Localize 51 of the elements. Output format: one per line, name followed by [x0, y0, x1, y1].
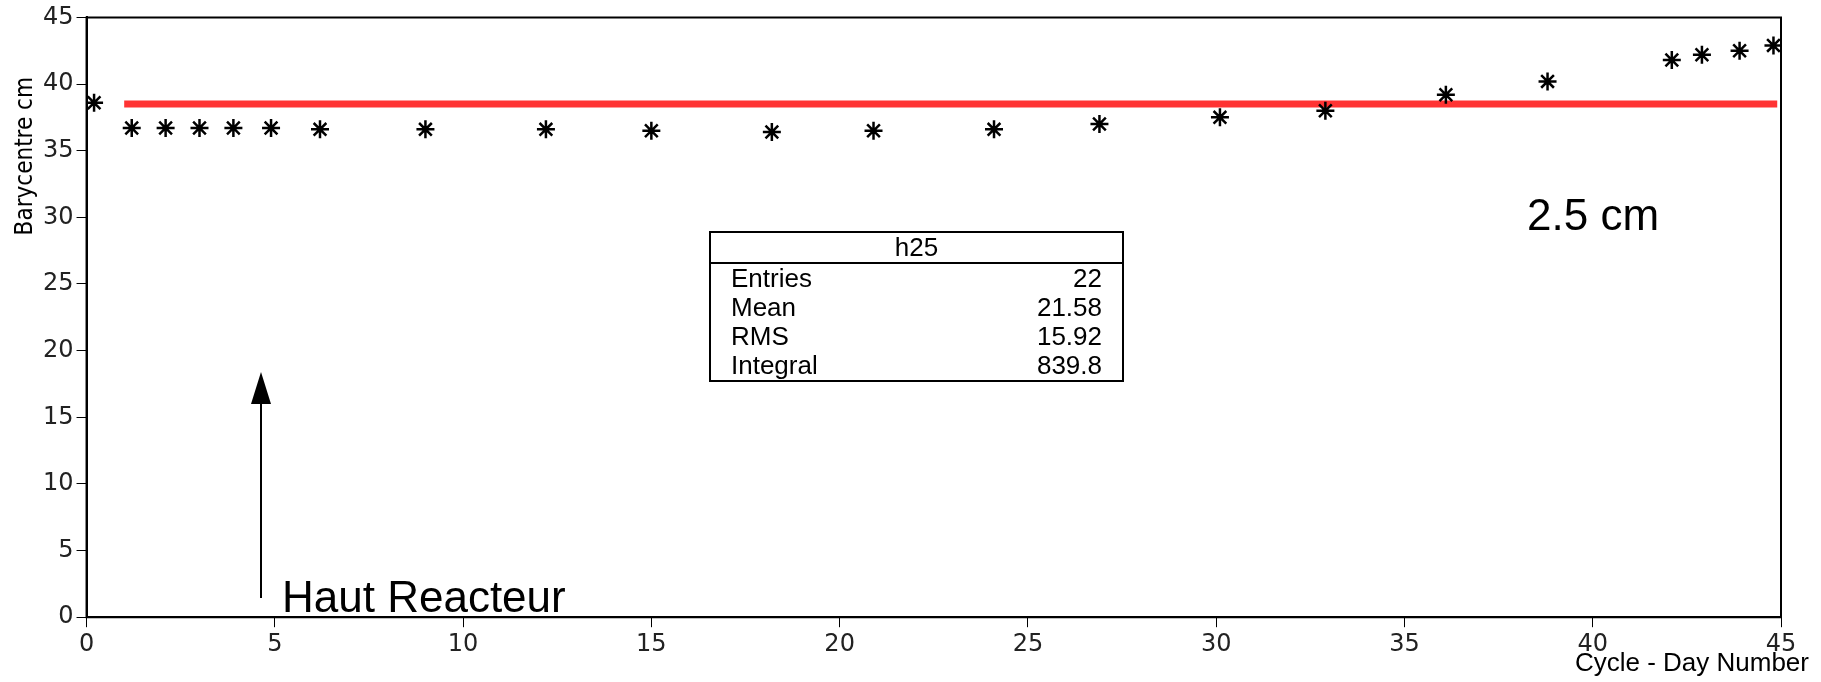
point [863, 120, 884, 141]
point [1691, 44, 1713, 65]
annotation: 839.8 [1035, 350, 1103, 381]
y-tick-label: 30 [42, 201, 74, 230]
x-tick-label: 0 [78, 628, 95, 657]
x-tick-label: 20 [824, 628, 855, 657]
point [1315, 100, 1336, 121]
point [86, 92, 105, 113]
point [415, 119, 436, 140]
point [223, 117, 244, 139]
y-tick-label: 25 [42, 268, 74, 297]
annotation: Mean [730, 292, 798, 322]
y-tick-label: 5 [58, 534, 74, 563]
x-tick-label: 5 [267, 628, 283, 657]
annotation: Entries [730, 263, 813, 293]
point [1209, 107, 1231, 128]
point [983, 119, 1005, 140]
y-tick-label: 15 [42, 401, 74, 430]
point [1729, 40, 1750, 61]
y-tick-label: 0 [58, 601, 74, 630]
annotation: Haut Reacteur [282, 572, 566, 622]
y-tick-label: 10 [42, 468, 74, 497]
annotation: RMS [730, 321, 790, 351]
point [260, 117, 282, 139]
y-tick-label: 20 [42, 334, 74, 363]
y-tick-label: 40 [42, 68, 74, 97]
x-tick-label: 15 [636, 628, 667, 657]
y-axis-title: Barycentre cm [10, 77, 38, 236]
annotation: 2.5 cm [1527, 190, 1660, 240]
point [1537, 71, 1558, 92]
point [1089, 113, 1110, 135]
x-tick-label: 10 [447, 628, 479, 657]
annotation: 22 [1072, 263, 1103, 293]
point [535, 119, 557, 140]
annotation: 21.58 [1035, 292, 1103, 322]
annotation: Integral [730, 350, 819, 381]
x-tick-label: 25 [1012, 628, 1044, 657]
annotation: h25 [710, 232, 1123, 263]
annotation: 15.92 [1035, 321, 1103, 351]
point [189, 117, 210, 139]
point [761, 121, 783, 143]
point [155, 117, 176, 139]
point [1661, 49, 1683, 71]
y-tick-label: 45 [42, 1, 74, 30]
point [1435, 84, 1457, 105]
point [641, 120, 662, 141]
y-tick-label: 35 [42, 134, 74, 163]
point [309, 119, 331, 140]
x-tick-label: 35 [1389, 628, 1420, 657]
point [121, 117, 142, 139]
x-tick-label: 30 [1200, 628, 1232, 657]
